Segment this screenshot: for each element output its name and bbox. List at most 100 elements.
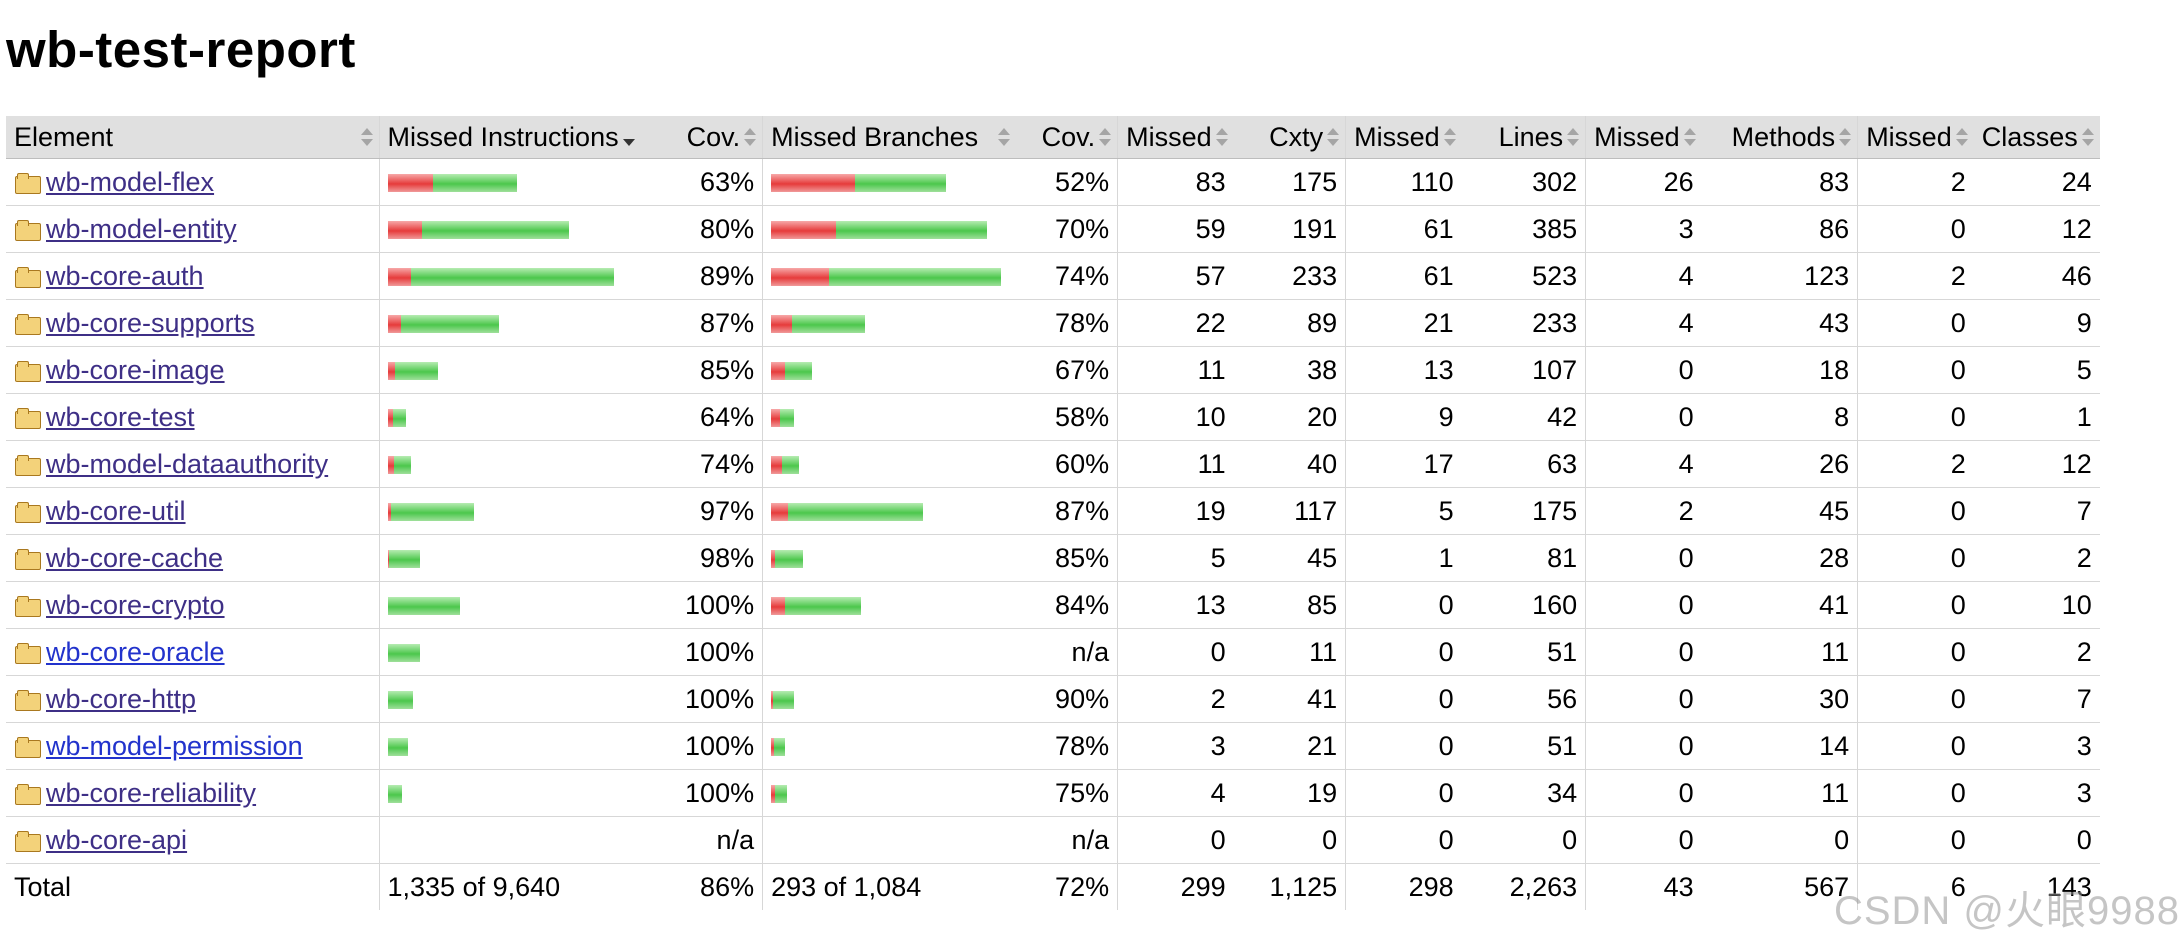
sort-icon[interactable] (1567, 127, 1580, 147)
methods-missed: 0 (1585, 769, 1702, 817)
sort-icon[interactable] (1327, 127, 1340, 147)
package-folder-icon (14, 783, 42, 805)
sort-icon[interactable] (1955, 127, 1968, 147)
column-header-instr-cov[interactable]: Cov. (640, 116, 763, 159)
column-header-missed-instructions[interactable]: Missed Instructions (378, 116, 641, 159)
column-header-element[interactable]: Element (6, 116, 379, 159)
sort-icon[interactable] (360, 127, 373, 147)
missed-segment (771, 503, 789, 522)
column-header-classes-missed[interactable]: Missed (1857, 116, 1974, 159)
package-link[interactable]: wb-model-permission (46, 730, 303, 761)
column-header-methods[interactable]: Methods (1701, 116, 1858, 159)
cxty: 38 (1233, 346, 1346, 394)
package-link[interactable]: wb-model-dataauthority (46, 448, 329, 479)
branch-coverage: 67% (1015, 346, 1118, 394)
lines-missed: 0 (1345, 769, 1462, 817)
column-header-classes[interactable]: Classes (1973, 116, 2100, 159)
covered-segment (387, 597, 460, 616)
cxty-missed: 83 (1117, 158, 1234, 206)
instr-coverage: 100% (640, 581, 763, 629)
column-header-methods-missed[interactable]: Missed (1585, 116, 1702, 159)
package-link[interactable]: wb-core-util (46, 495, 186, 526)
sort-icon[interactable] (997, 127, 1010, 147)
column-header-missed-branches[interactable]: Missed Branches (762, 116, 1016, 159)
package-link[interactable]: wb-model-entity (46, 213, 237, 244)
lines: 42 (1461, 393, 1586, 441)
package-link[interactable]: wb-core-test (46, 401, 195, 432)
package-link[interactable]: wb-core-reliability (46, 777, 257, 808)
package-link[interactable]: wb-core-cache (46, 542, 224, 573)
branch-coverage: 85% (1015, 534, 1118, 582)
instructions-bar-graph (387, 362, 438, 381)
total-lines: 2,263 (1509, 871, 1578, 902)
package-folder-icon (14, 360, 42, 382)
lines: 63 (1461, 440, 1586, 488)
column-header-lines-missed[interactable]: Missed (1345, 116, 1462, 159)
sort-icon[interactable] (1683, 127, 1696, 147)
instructions-bar (378, 487, 641, 535)
package-link[interactable]: wb-core-oracle (46, 636, 225, 667)
methods-missed: 0 (1585, 581, 1702, 629)
branches-bar (762, 440, 1016, 488)
instructions-bar-graph (387, 315, 499, 334)
column-header-label: Cov. (1041, 121, 1096, 152)
cxty-missed: 3 (1117, 722, 1234, 770)
missed-segment (387, 174, 433, 193)
sort-icon[interactable] (2081, 127, 2094, 147)
instructions-bar (378, 440, 641, 488)
covered-segment (394, 362, 438, 381)
lines-missed: 61 (1345, 205, 1462, 253)
cxty-missed: 57 (1117, 252, 1234, 300)
table-row: wb-model-dataauthority 74% 60% 11 40 17 63 4 26 2… (6, 440, 2100, 488)
cxty-missed: 0 (1117, 816, 1234, 864)
classes: 46 (1973, 252, 2100, 300)
lines: 233 (1461, 299, 1586, 347)
column-header-label: Missed (1354, 121, 1440, 152)
column-header-branch-cov[interactable]: Cov. (1015, 116, 1118, 159)
package-link[interactable]: wb-core-auth (46, 260, 204, 291)
branches-bar-graph (771, 691, 795, 710)
column-header-lines[interactable]: Lines (1461, 116, 1586, 159)
classes-missed: 0 (1857, 299, 1974, 347)
methods: 11 (1701, 628, 1858, 676)
missed-segment (771, 785, 776, 804)
instructions-bar (378, 534, 641, 582)
methods: 14 (1701, 722, 1858, 770)
column-header-label: Missed (1866, 121, 1952, 152)
sort-icon[interactable] (1099, 127, 1112, 147)
package-link[interactable]: wb-core-http (46, 683, 197, 714)
covered-segment (410, 268, 614, 287)
package-link[interactable]: wb-core-image (46, 354, 225, 385)
methods-missed: 4 (1585, 440, 1702, 488)
cxty: 40 (1233, 440, 1346, 488)
methods: 18 (1701, 346, 1858, 394)
table-row: wb-model-permission 100% 78% 3 21 0 51 0 14 0 3 (6, 722, 2100, 770)
package-link[interactable]: wb-model-flex (46, 166, 215, 197)
sort-icon[interactable] (1839, 127, 1852, 147)
sort-icon[interactable] (1215, 127, 1228, 147)
methods: 8 (1701, 393, 1858, 441)
methods: 86 (1701, 205, 1858, 253)
instructions-bar (378, 769, 641, 817)
package-link[interactable]: wb-core-supports (46, 307, 255, 338)
instructions-bar-graph (387, 456, 411, 475)
instr-coverage: 100% (640, 675, 763, 723)
cxty-missed: 10 (1117, 393, 1234, 441)
covered-segment (836, 221, 988, 240)
total-classes: 143 (2046, 871, 2092, 902)
column-header-cxty[interactable]: Cxty (1233, 116, 1346, 159)
sort-icon[interactable] (744, 127, 757, 147)
package-link[interactable]: wb-core-api (46, 824, 188, 855)
methods-missed: 4 (1585, 252, 1702, 300)
sort-descending-icon[interactable] (622, 127, 635, 147)
lines: 175 (1461, 487, 1586, 535)
table-row: wb-core-image 85% 67% 11 38 13 107 0 18 0 5 (6, 346, 2100, 394)
branch-coverage: 52% (1015, 158, 1118, 206)
branch-coverage: 75% (1015, 769, 1118, 817)
instructions-bar-graph (387, 409, 406, 428)
sort-icon[interactable] (1443, 127, 1456, 147)
total-cxty: 1,125 (1269, 871, 1338, 902)
package-link[interactable]: wb-core-crypto (46, 589, 225, 620)
column-header-label: Missed (1126, 121, 1212, 152)
column-header-cxty-missed[interactable]: Missed (1117, 116, 1234, 159)
